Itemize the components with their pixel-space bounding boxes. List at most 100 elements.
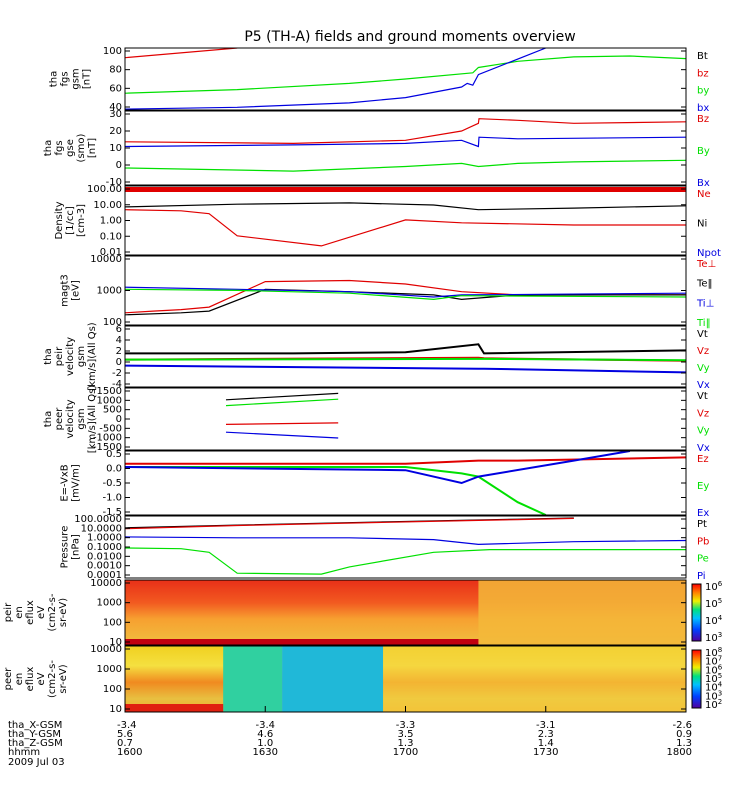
x-tick-label: 1600 xyxy=(117,747,142,758)
y-tick-label: 30 xyxy=(109,109,122,120)
y-tick-label: -1000 xyxy=(93,433,122,444)
series-pb-line xyxy=(125,517,574,530)
y-tick-label: 1000 xyxy=(97,598,122,609)
y-axis-label: thafgsgse(smo)[nT] xyxy=(43,133,98,162)
x-tick-label: 3.5 xyxy=(398,729,414,740)
x-tick-label: 2.3 xyxy=(538,729,554,740)
y-tick-label: 0 xyxy=(116,357,122,368)
x-tick-label: -3.4 xyxy=(255,720,275,731)
series-bx-line xyxy=(125,48,547,110)
legend-label: Vy xyxy=(697,426,710,437)
y-tick-label: 10 xyxy=(109,704,122,715)
y-axis-label: thapeirenefluxeV(cm2-s-sr-eV) xyxy=(0,593,69,631)
x-tick-label: 1630 xyxy=(253,747,278,758)
series-ni-line xyxy=(125,202,686,211)
series-bx-line xyxy=(125,159,686,172)
y-tick-label: 100.00 xyxy=(87,184,122,195)
panel-9: 106 105 104 103 10000 1000 100 10 thapeireneflux… xyxy=(0,578,723,648)
y-tick-label: 0.0010 xyxy=(87,561,122,572)
x-axis-row-label: tha_X-GSM xyxy=(8,720,62,731)
x-tick-label: 1.3 xyxy=(676,738,692,749)
panel-8: Pt Pb Pe Pi 100.000010.00001.00000.10000.010… xyxy=(60,514,710,582)
y-tick-label: 10.0000 xyxy=(81,523,122,534)
legend-label: Bt xyxy=(697,51,708,62)
x-tick-label: -3.4 xyxy=(117,720,137,731)
spectrogram-region xyxy=(383,646,686,712)
y-axis-label: thapeirvelocitygsm[km/s](All Qs) xyxy=(43,322,98,390)
y-tick-label: 0 xyxy=(116,414,122,425)
series-pi-line xyxy=(125,536,686,546)
series-vz-line xyxy=(225,422,339,425)
legend-label: Ni xyxy=(697,219,707,230)
legend-label: Ti⊥ xyxy=(696,298,714,309)
density-saturation-band xyxy=(125,187,686,192)
y-tick-label: 0.0100 xyxy=(87,551,122,562)
series-by-line xyxy=(125,136,686,148)
colorbar xyxy=(691,649,702,709)
series-ti‖-line xyxy=(125,288,686,301)
legend-label: Vy xyxy=(697,363,710,374)
x-tick-label: 4.6 xyxy=(257,729,273,740)
x-tick-label: 1.3 xyxy=(398,738,414,749)
colorbar-tick-label: 106 xyxy=(705,580,723,593)
legend-label: Vz xyxy=(697,408,709,419)
legend-label: Vx xyxy=(697,380,710,391)
legend-label: Pt xyxy=(697,519,707,530)
y-tick-label: 4 xyxy=(116,335,122,346)
y-tick-label: 100 xyxy=(103,684,122,695)
spectrogram-region xyxy=(223,646,283,712)
y-tick-label: 60 xyxy=(109,83,122,94)
panel-frame xyxy=(124,450,687,516)
y-tick-label: 1000 xyxy=(97,395,122,406)
series-ti⊥-line xyxy=(125,286,686,298)
legend-label: By xyxy=(697,146,710,157)
colorbar-tick-label: 106 xyxy=(705,663,723,676)
y-tick-label: 80 xyxy=(109,65,122,76)
y-tick-label: 0.0001 xyxy=(87,570,122,581)
legend-label: Vz xyxy=(697,346,709,357)
y-tick-label: 10 xyxy=(109,143,122,154)
legend-label: Vx xyxy=(697,443,710,454)
y-axis-label: magt3[eV] xyxy=(60,274,82,307)
y-tick-label: 1500 xyxy=(97,386,122,397)
x-tick-label: 1800 xyxy=(667,747,692,758)
y-tick-label: 10 xyxy=(109,637,122,648)
panel-2: Bz By Bx 30 20 10 0 -10 thafgsgse(smo)[nT] xyxy=(43,109,710,189)
y-tick-label: -500 xyxy=(99,423,122,434)
y-tick-label: 0.0 xyxy=(106,464,122,475)
y-tick-label: 100 xyxy=(103,317,122,328)
panels: Btbzbybx100806040thafgsgsm[nT]BzByBx3020… xyxy=(0,46,723,715)
y-tick-label: -0.5 xyxy=(102,478,122,489)
y-tick-label: 10000 xyxy=(90,578,122,589)
x-tick-label: 5.6 xyxy=(117,729,133,740)
x-axis-row-label: hhmm xyxy=(8,747,40,758)
colorbar-tick-label: 105 xyxy=(705,672,722,685)
x-tick-label: -3.1 xyxy=(536,720,556,731)
y-tick-label: 0.5 xyxy=(106,449,122,460)
series-te⊥-line xyxy=(125,279,686,314)
y-tick-label: 10.00 xyxy=(93,200,122,211)
colorbar-tick-label: 108 xyxy=(705,646,722,659)
panel-frame xyxy=(124,579,687,646)
series-vy-line xyxy=(125,357,686,362)
x-axis-row-label: tha_Y-GSM xyxy=(8,729,61,740)
x-tick-label: -3.3 xyxy=(396,720,416,731)
legend-label: Ti‖ xyxy=(696,318,711,329)
series-ex-line xyxy=(125,451,631,485)
y-tick-label: 100 xyxy=(103,46,122,57)
legend-label: Bx xyxy=(697,178,710,189)
legend-label: by xyxy=(697,86,709,97)
series-ey-line xyxy=(125,466,547,515)
x-tick-label: -2.6 xyxy=(672,720,692,731)
series-te‖-line xyxy=(125,288,686,316)
y-tick-label: -1.0 xyxy=(102,493,122,504)
y-tick-label: 1000 xyxy=(97,286,122,297)
y-axis-label: thafgsgsm[nT] xyxy=(49,68,93,89)
legend-label: Vt xyxy=(697,329,708,340)
x-tick-label: 0.7 xyxy=(117,738,133,749)
spectrogram-region xyxy=(478,580,686,645)
colorbar-tick-label: 103 xyxy=(705,631,722,644)
panel-1: Bt bz by bx 100 80 60 40 thafgsgsm[nT] xyxy=(49,46,710,114)
